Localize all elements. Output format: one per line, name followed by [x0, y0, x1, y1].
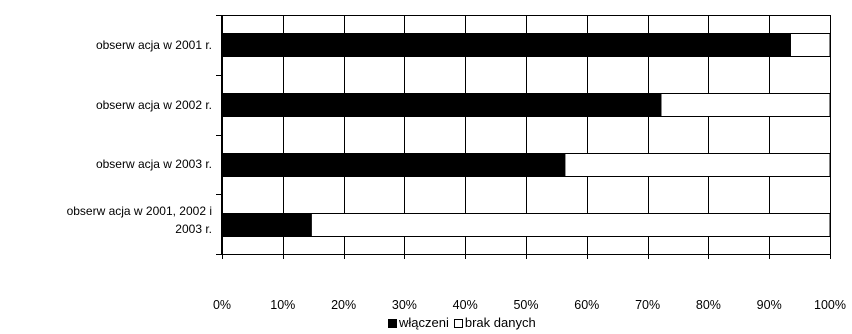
bar-brak-danych	[310, 213, 831, 237]
legend-swatch-wlaczeni	[388, 318, 397, 328]
x-tick-label: 50%	[513, 298, 539, 312]
category-label: obserw acja w 2001, 2002 i 2003 r.	[0, 202, 212, 238]
bar-wlaczeni	[221, 33, 791, 57]
bar-wlaczeni	[221, 213, 312, 237]
x-tick-label: 60%	[574, 298, 600, 312]
x-tick-label: 100%	[814, 298, 846, 312]
legend-item-wlaczeni: włączeni	[388, 315, 449, 331]
legend-label-wlaczeni: włączeni	[399, 315, 449, 330]
x-tick-label: 0%	[212, 298, 232, 312]
bar-wlaczeni	[221, 93, 662, 117]
category-label-line: obserw acja w 2001, 2002 i	[66, 204, 212, 219]
category-label-line: 2003 r.	[175, 222, 212, 237]
category-label-line: obserw acja w 2001 r.	[95, 37, 212, 52]
x-tick-label: 40%	[452, 298, 478, 312]
bar-brak-danych	[789, 33, 831, 57]
bar-brak-danych	[564, 153, 831, 177]
x-tick-label: 10%	[270, 298, 296, 312]
x-tick-label: 70%	[635, 298, 661, 312]
category-label-line: obserw acja w 2002 r.	[95, 97, 212, 112]
x-tick-label: 80%	[695, 298, 721, 312]
category-label: obserw acja w 2002 r.	[0, 96, 212, 114]
category-label-line: obserw acja w 2003 r.	[95, 157, 212, 172]
bar-wlaczeni	[221, 153, 566, 177]
legend-item-brak-danych: brak danych	[453, 315, 536, 331]
legend-swatch-brak-danych	[453, 318, 463, 328]
legend: włączeni brak danych	[388, 315, 541, 331]
x-tick-label: 20%	[331, 298, 357, 312]
category-label: obserw acja w 2003 r.	[0, 155, 212, 173]
legend-label-brak-danych: brak danych	[464, 315, 536, 330]
x-tick-label: 30%	[391, 298, 417, 312]
category-label: obserw acja w 2001 r.	[0, 36, 212, 54]
x-tick-label: 90%	[756, 298, 782, 312]
bar-brak-danych	[660, 93, 831, 117]
